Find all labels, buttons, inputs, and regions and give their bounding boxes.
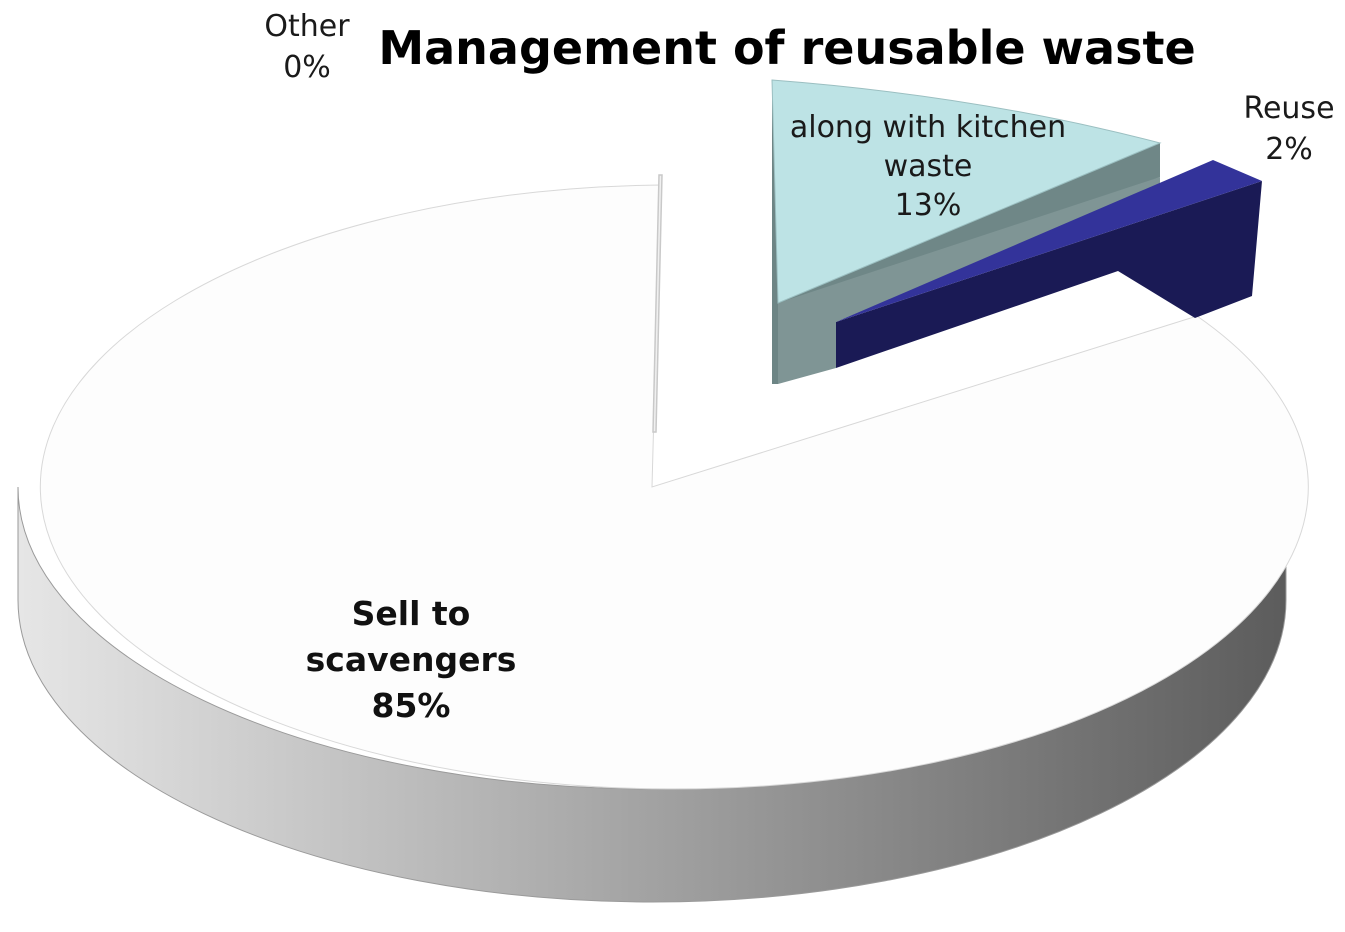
label-reuse-name: Reuse (1243, 91, 1334, 126)
label-other-name: Other (264, 9, 350, 44)
label-reuse-value: 2% (1265, 132, 1313, 167)
label-sell-value: 85% (372, 686, 451, 725)
slice-kitchen-waste-top (771, 79, 1162, 304)
slice-sell-to-scavengers (17, 184, 1309, 903)
chart-title: Management of reusable waste (378, 21, 1195, 75)
slice-reuse-top (836, 160, 1262, 322)
slice-sell-to-scavengers-side (17, 486, 1287, 903)
label-kitchen-waste-line2: waste (884, 149, 973, 184)
slice-kitchen-waste-side-inner (772, 80, 778, 384)
label-kitchen-waste-value: 13% (895, 188, 962, 223)
label-sell-to-scavengers: Sell to scavengers 85% (306, 594, 517, 725)
slice-reuse-side (836, 181, 1262, 368)
label-kitchen-waste: along with kitchen waste 13% (790, 110, 1066, 223)
slice-sell-to-scavengers-top (39, 184, 1309, 790)
label-sell-line1: Sell to (352, 594, 471, 633)
label-sell-line2: scavengers (306, 640, 517, 679)
label-other-value: 0% (283, 50, 331, 85)
label-kitchen-waste-line1: along with kitchen (790, 110, 1066, 145)
label-other: Other 0% (264, 9, 350, 85)
label-reuse: Reuse 2% (1243, 91, 1334, 167)
slice-reuse (836, 160, 1262, 368)
slice-other (652, 174, 663, 433)
